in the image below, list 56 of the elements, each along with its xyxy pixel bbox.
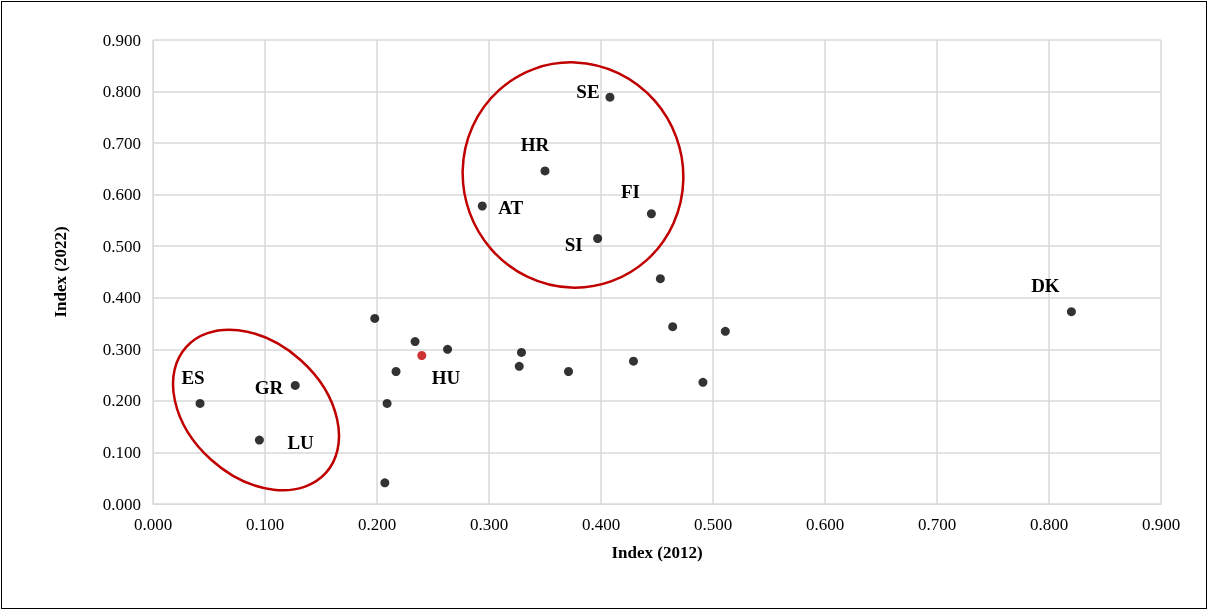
annotation: LU <box>287 431 315 453</box>
point <box>477 201 487 211</box>
y-tick-label: 0.800 <box>102 82 141 102</box>
point <box>380 478 390 488</box>
x-tick-label: 0.400 <box>581 515 621 534</box>
annotation: GR <box>254 376 284 398</box>
y-tick-label: 0.300 <box>102 339 141 359</box>
point <box>564 367 574 376</box>
point <box>290 380 300 390</box>
point <box>514 361 524 371</box>
point <box>540 166 550 176</box>
point <box>195 398 205 408</box>
x-tick-label: 0.300 <box>469 515 509 534</box>
point <box>655 274 665 284</box>
point <box>370 313 380 323</box>
annotation: SI <box>564 233 583 255</box>
y-axis-title: Index (2022) <box>51 226 70 318</box>
y-tick-label: 0.700 <box>102 133 141 153</box>
annotation: HU <box>431 367 461 389</box>
annotation: HR <box>520 134 550 156</box>
x-tick-label: 0.200 <box>357 515 397 534</box>
point <box>516 347 526 357</box>
y-tick-label: 0.400 <box>102 288 141 308</box>
x-tick-label: 0.000 <box>133 515 173 534</box>
point <box>417 351 427 361</box>
x-tick-label: 0.500 <box>693 515 733 534</box>
y-tick-label: 0.000 <box>102 494 141 514</box>
y-tick-label: 0.200 <box>102 391 141 411</box>
y-tick-label: 0.900 <box>102 30 141 50</box>
annotation: AT <box>498 196 524 218</box>
point <box>605 92 615 102</box>
point <box>593 233 603 243</box>
point <box>668 322 678 332</box>
point <box>254 435 264 445</box>
annotation: FI <box>620 181 640 203</box>
x-tick-label: 0.700 <box>917 515 957 534</box>
annotation: DK <box>1031 275 1060 297</box>
x-tick-label: 0.800 <box>1029 515 1069 534</box>
x-tick-label: 0.100 <box>245 515 285 534</box>
point <box>382 398 392 408</box>
point <box>720 326 730 336</box>
y-tick-label: 0.100 <box>102 442 141 462</box>
y-tick-label: 0.500 <box>102 236 141 256</box>
y-tick-label: 0.600 <box>102 185 141 205</box>
x-axis-title: Index (2012) <box>611 543 703 562</box>
point <box>698 377 708 387</box>
x-tick-label: 0.900 <box>1141 515 1181 534</box>
point <box>391 367 401 376</box>
point <box>410 337 420 347</box>
point <box>443 344 453 354</box>
x-tick-label: 0.600 <box>805 515 845 534</box>
annotation: SE <box>576 80 600 102</box>
annotation: ES <box>181 366 205 388</box>
point <box>646 209 656 219</box>
point <box>1066 307 1076 317</box>
point <box>628 356 638 366</box>
